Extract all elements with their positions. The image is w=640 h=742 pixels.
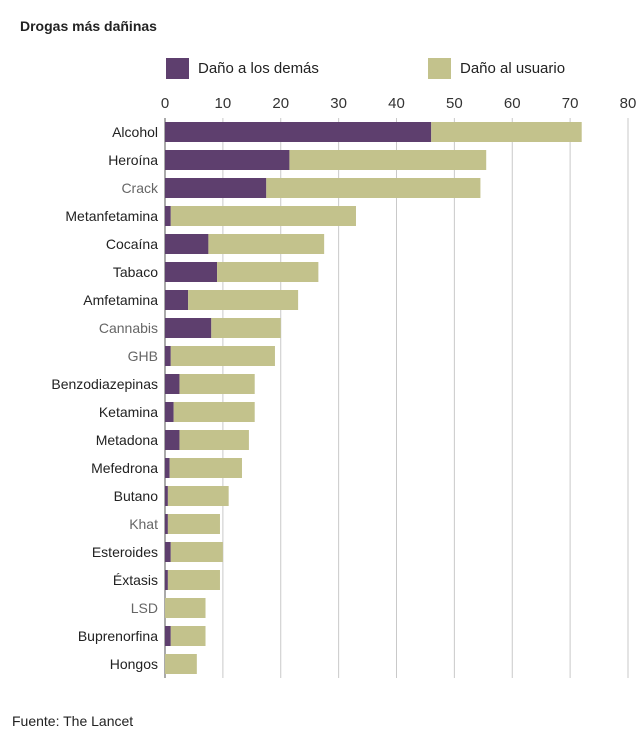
- source-note: Fuente: The Lancet: [12, 713, 134, 729]
- bar-segment-user: [165, 598, 206, 618]
- bar-segment-user: [170, 206, 356, 226]
- category-label: Heroína: [108, 152, 158, 168]
- category-label: Buprenorfina: [78, 628, 158, 644]
- bar-segment-others: [165, 290, 189, 310]
- bar-segment-others: [165, 206, 171, 226]
- bar-segment-user: [179, 374, 255, 394]
- bar-segment-user: [170, 626, 206, 646]
- bar-segment-others: [165, 570, 168, 590]
- bar-segment-user: [211, 318, 281, 338]
- category-label: Crack: [121, 180, 159, 196]
- category-label: Mefedrona: [91, 460, 158, 476]
- bar-segment-user: [179, 430, 249, 450]
- bar-segment-user: [173, 402, 255, 422]
- x-tick-label: 30: [330, 95, 347, 112]
- bar-segment-others: [165, 542, 171, 562]
- bar-segment-others: [165, 150, 290, 170]
- category-label: Alcohol: [112, 124, 158, 140]
- category-label: Éxtasis: [113, 572, 158, 588]
- bar-segment-others: [165, 178, 267, 198]
- legend-swatch-user: [428, 58, 451, 79]
- bar-segment-user: [170, 542, 223, 562]
- x-tick-label: 10: [215, 95, 232, 112]
- bar-segment-others: [165, 402, 174, 422]
- category-label: Esteroides: [92, 544, 158, 560]
- bar-segment-user: [217, 262, 319, 282]
- category-label: GHB: [128, 348, 158, 364]
- category-label: Metadona: [96, 432, 158, 448]
- bar-segment-others: [165, 514, 168, 534]
- x-tick-label: 40: [388, 95, 405, 112]
- bar-segment-others: [165, 234, 209, 254]
- bar-segment-others: [165, 486, 168, 506]
- x-tick-label: 60: [504, 95, 521, 112]
- category-label: Tabaco: [113, 264, 158, 280]
- bar-segment-others: [165, 374, 180, 394]
- bar-segment-user: [266, 178, 481, 198]
- category-label: Amfetamina: [83, 292, 158, 308]
- bar-segment-user: [208, 234, 325, 254]
- bar-segment-others: [165, 458, 170, 478]
- category-label: LSD: [131, 600, 158, 616]
- bar-segment-user: [431, 122, 582, 142]
- legend-label-others: Daño a los demás: [198, 60, 319, 77]
- bar-segment-others: [165, 318, 212, 338]
- bar-segment-user: [167, 570, 220, 590]
- category-label: Ketamina: [99, 404, 158, 420]
- bar-segment-others: [165, 430, 180, 450]
- bar-segment-user: [188, 290, 299, 310]
- bar-segment-user: [167, 514, 220, 534]
- bar-segment-others: [165, 346, 171, 366]
- category-label: Cocaína: [106, 236, 158, 252]
- bar-segment-user: [289, 150, 487, 170]
- category-label: Butano: [114, 488, 159, 504]
- legend-label-user: Daño al usuario: [460, 60, 566, 77]
- bar-segment-user: [169, 458, 242, 478]
- x-tick-label: 0: [161, 95, 169, 112]
- chart-title: Drogas más dañinas: [20, 18, 157, 34]
- bar-segment-others: [165, 626, 171, 646]
- bar-segment-user: [167, 486, 229, 506]
- x-tick-label: 20: [272, 95, 289, 112]
- category-label: Cannabis: [99, 320, 158, 336]
- category-label: Khat: [129, 516, 158, 532]
- x-tick-label: 80: [620, 95, 637, 112]
- x-tick-label: 50: [446, 95, 463, 112]
- category-label: Metanfetamina: [65, 208, 158, 224]
- bar-segment-others: [165, 262, 218, 282]
- x-tick-label: 70: [562, 95, 579, 112]
- bar-segment-others: [165, 122, 432, 142]
- category-label: Hongos: [110, 656, 158, 672]
- legend-swatch-others: [166, 58, 189, 79]
- bar-segment-user: [170, 346, 275, 366]
- category-label: Benzodiazepinas: [51, 376, 158, 392]
- bar-segment-user: [165, 654, 197, 674]
